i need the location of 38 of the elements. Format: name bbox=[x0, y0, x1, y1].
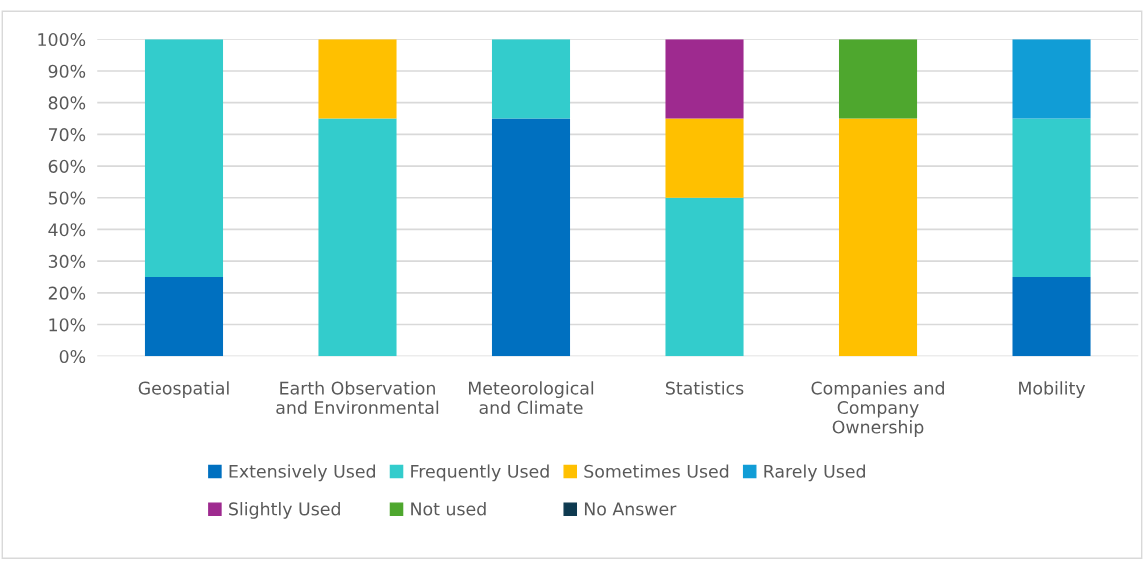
bar bbox=[491, 118, 571, 357]
legend-label: Sometimes Used bbox=[584, 464, 729, 478]
x-tick-label: Earth Observation and Environmental bbox=[276, 381, 439, 415]
y-tick-label: 70% bbox=[48, 128, 86, 142]
y-tick-label: 50% bbox=[48, 191, 86, 205]
y-tick-label: 90% bbox=[48, 64, 86, 78]
legend-label: Slightly Used bbox=[229, 502, 340, 519]
x-tick-label: Meteorological and Climate bbox=[468, 381, 594, 415]
legend-label: Frequently Used bbox=[411, 464, 549, 482]
bar bbox=[1012, 39, 1091, 119]
bar bbox=[1012, 118, 1091, 277]
x-tick-label: Companies and Company Ownership bbox=[811, 381, 944, 437]
y-tick-label: 100% bbox=[38, 32, 86, 47]
bar bbox=[318, 118, 397, 357]
y-tick-label: 20% bbox=[48, 286, 86, 300]
x-tick-label: Mobility bbox=[1019, 381, 1086, 399]
bar bbox=[665, 197, 744, 357]
bar bbox=[144, 39, 224, 277]
y-tick-label: 10% bbox=[49, 318, 86, 332]
bar bbox=[838, 118, 918, 357]
bar bbox=[491, 39, 571, 119]
legend-label: No Answer bbox=[584, 502, 677, 516]
y-tick-label: 80% bbox=[48, 96, 86, 110]
legend-label: Rarely Used bbox=[764, 464, 865, 482]
y-tick-label: 30% bbox=[48, 254, 86, 268]
bar bbox=[1012, 276, 1091, 357]
bar bbox=[318, 39, 397, 119]
legend-label: Extensively Used bbox=[229, 464, 375, 482]
bar bbox=[665, 118, 744, 198]
y-tick-label: 60% bbox=[48, 159, 86, 173]
y-tick-label: 0% bbox=[59, 349, 86, 364]
bar bbox=[144, 276, 224, 357]
bar bbox=[665, 39, 744, 119]
bar bbox=[838, 39, 918, 119]
x-tick-label: Geospatial bbox=[138, 381, 229, 399]
y-tick-label: 40% bbox=[48, 223, 86, 237]
legend-label: Not used bbox=[411, 502, 486, 516]
x-tick-label: Statistics bbox=[665, 381, 744, 395]
